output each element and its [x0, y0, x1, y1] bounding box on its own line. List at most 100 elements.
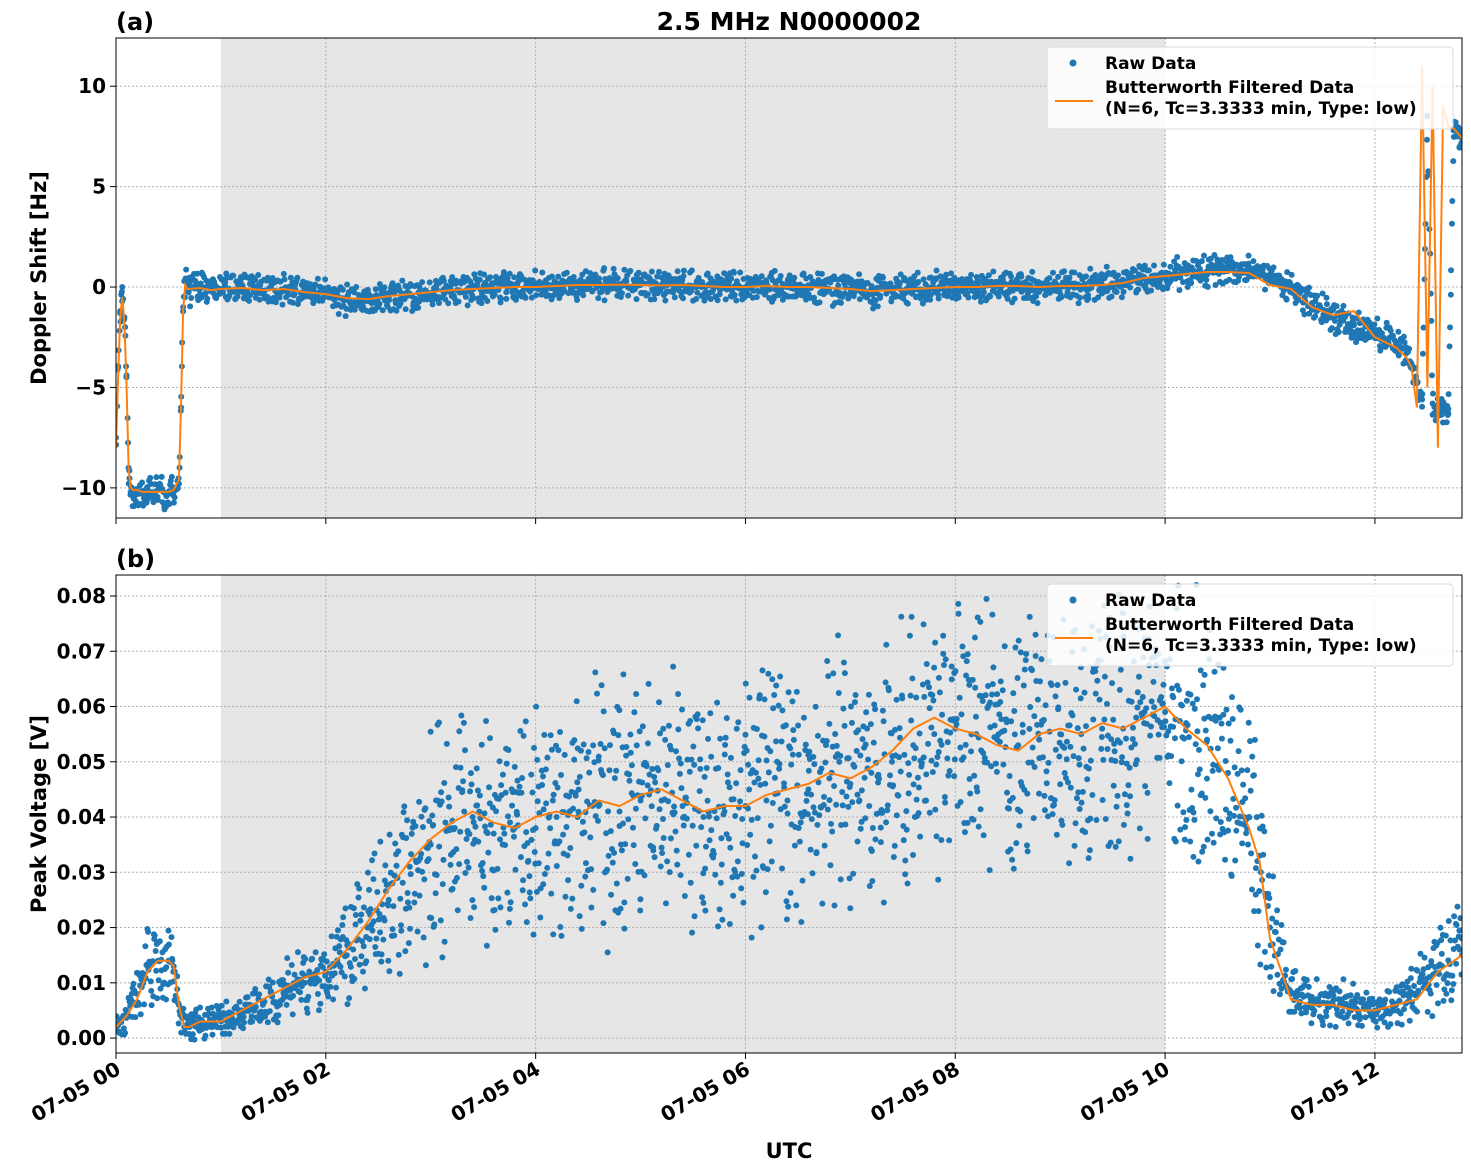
raw-data-point — [264, 1019, 271, 1026]
raw-data-point — [339, 286, 346, 293]
raw-data-point — [942, 656, 949, 663]
raw-data-point — [626, 777, 633, 784]
raw-data-point — [595, 753, 602, 760]
raw-data-point — [707, 295, 714, 302]
raw-data-point — [496, 758, 503, 765]
raw-data-point — [632, 860, 639, 867]
raw-data-point — [504, 275, 511, 282]
raw-data-point — [1274, 971, 1281, 978]
raw-data-point — [611, 775, 618, 782]
raw-data-point — [592, 271, 599, 278]
raw-data-point — [547, 732, 554, 739]
raw-data-point — [1312, 313, 1319, 320]
raw-data-point — [603, 830, 610, 837]
raw-data-point — [1135, 286, 1142, 293]
raw-data-point — [849, 799, 856, 806]
raw-data-point — [865, 691, 872, 698]
raw-data-point — [682, 794, 689, 801]
raw-data-point — [672, 828, 679, 835]
raw-data-point — [788, 761, 795, 768]
raw-data-point — [615, 732, 622, 739]
raw-data-point — [732, 868, 739, 875]
raw-data-point — [1038, 656, 1045, 663]
raw-data-point — [567, 844, 574, 851]
raw-data-point — [548, 273, 555, 280]
raw-data-point — [764, 866, 771, 873]
raw-data-point — [360, 904, 367, 911]
raw-data-point — [1253, 814, 1260, 821]
raw-data-point — [582, 873, 589, 880]
raw-data-point — [824, 658, 831, 665]
raw-data-point — [1259, 823, 1266, 830]
raw-data-point — [904, 300, 911, 307]
raw-data-point — [1254, 942, 1261, 949]
raw-data-point — [909, 675, 916, 682]
raw-data-point — [720, 811, 727, 818]
raw-data-point — [1249, 753, 1256, 760]
raw-data-point — [1445, 391, 1452, 398]
raw-data-point — [1229, 259, 1236, 266]
raw-data-point — [289, 1011, 296, 1018]
raw-data-point — [247, 292, 254, 299]
raw-data-point — [1087, 757, 1094, 764]
raw-data-point — [154, 995, 161, 1002]
raw-data-point — [1034, 300, 1041, 307]
raw-data-point — [1200, 843, 1207, 850]
raw-data-point — [416, 892, 423, 899]
raw-data-point — [648, 268, 655, 275]
raw-data-point — [1450, 981, 1457, 988]
raw-data-point — [701, 773, 708, 780]
raw-data-point — [1303, 976, 1310, 983]
raw-data-point — [840, 659, 847, 666]
raw-data-point — [437, 917, 444, 924]
raw-data-point — [600, 920, 607, 927]
raw-data-point — [955, 600, 962, 607]
raw-data-point — [1039, 754, 1046, 761]
raw-data-point — [168, 934, 175, 941]
raw-data-point — [633, 690, 640, 697]
raw-data-point — [781, 780, 788, 787]
raw-data-point — [1059, 821, 1066, 828]
raw-data-point — [1323, 1013, 1330, 1020]
raw-data-point — [731, 291, 738, 298]
raw-data-point — [821, 842, 828, 849]
raw-data-point — [1239, 840, 1246, 847]
axes-frame — [115, 37, 1463, 519]
raw-data-point — [516, 783, 523, 790]
raw-data-point — [578, 925, 585, 932]
raw-data-point — [1087, 265, 1094, 272]
raw-data-point — [558, 932, 565, 939]
raw-data-point — [1456, 927, 1462, 934]
raw-data-point — [1251, 908, 1258, 915]
raw-data-point — [491, 907, 498, 914]
raw-data-point — [730, 892, 737, 899]
raw-data-point — [281, 276, 288, 283]
raw-data-point — [1454, 903, 1461, 910]
raw-data-point — [563, 269, 570, 276]
raw-data-point — [848, 719, 855, 726]
raw-data-point — [1067, 743, 1074, 750]
raw-data-point — [170, 499, 177, 506]
raw-data-point — [956, 694, 963, 701]
raw-data-point — [399, 277, 406, 284]
raw-data-point — [485, 849, 492, 856]
raw-data-point — [1387, 1021, 1394, 1028]
raw-data-point — [616, 808, 623, 815]
raw-data-point — [1181, 735, 1188, 742]
raw-data-point — [818, 270, 825, 277]
raw-data-point — [1075, 789, 1082, 796]
raw-data-point — [1268, 963, 1275, 970]
raw-data-point — [563, 823, 570, 830]
raw-data-point — [610, 730, 617, 737]
raw-data-point — [891, 726, 898, 733]
raw-data-point — [1395, 352, 1402, 359]
raw-data-point — [404, 817, 411, 824]
raw-data-point — [442, 819, 449, 826]
raw-data-point — [728, 275, 735, 282]
raw-data-point — [527, 895, 534, 902]
raw-data-point — [913, 694, 920, 701]
raw-data-point — [436, 843, 443, 850]
raw-data-point — [519, 887, 526, 894]
raw-data-point — [848, 703, 855, 710]
raw-data-point — [712, 871, 719, 878]
